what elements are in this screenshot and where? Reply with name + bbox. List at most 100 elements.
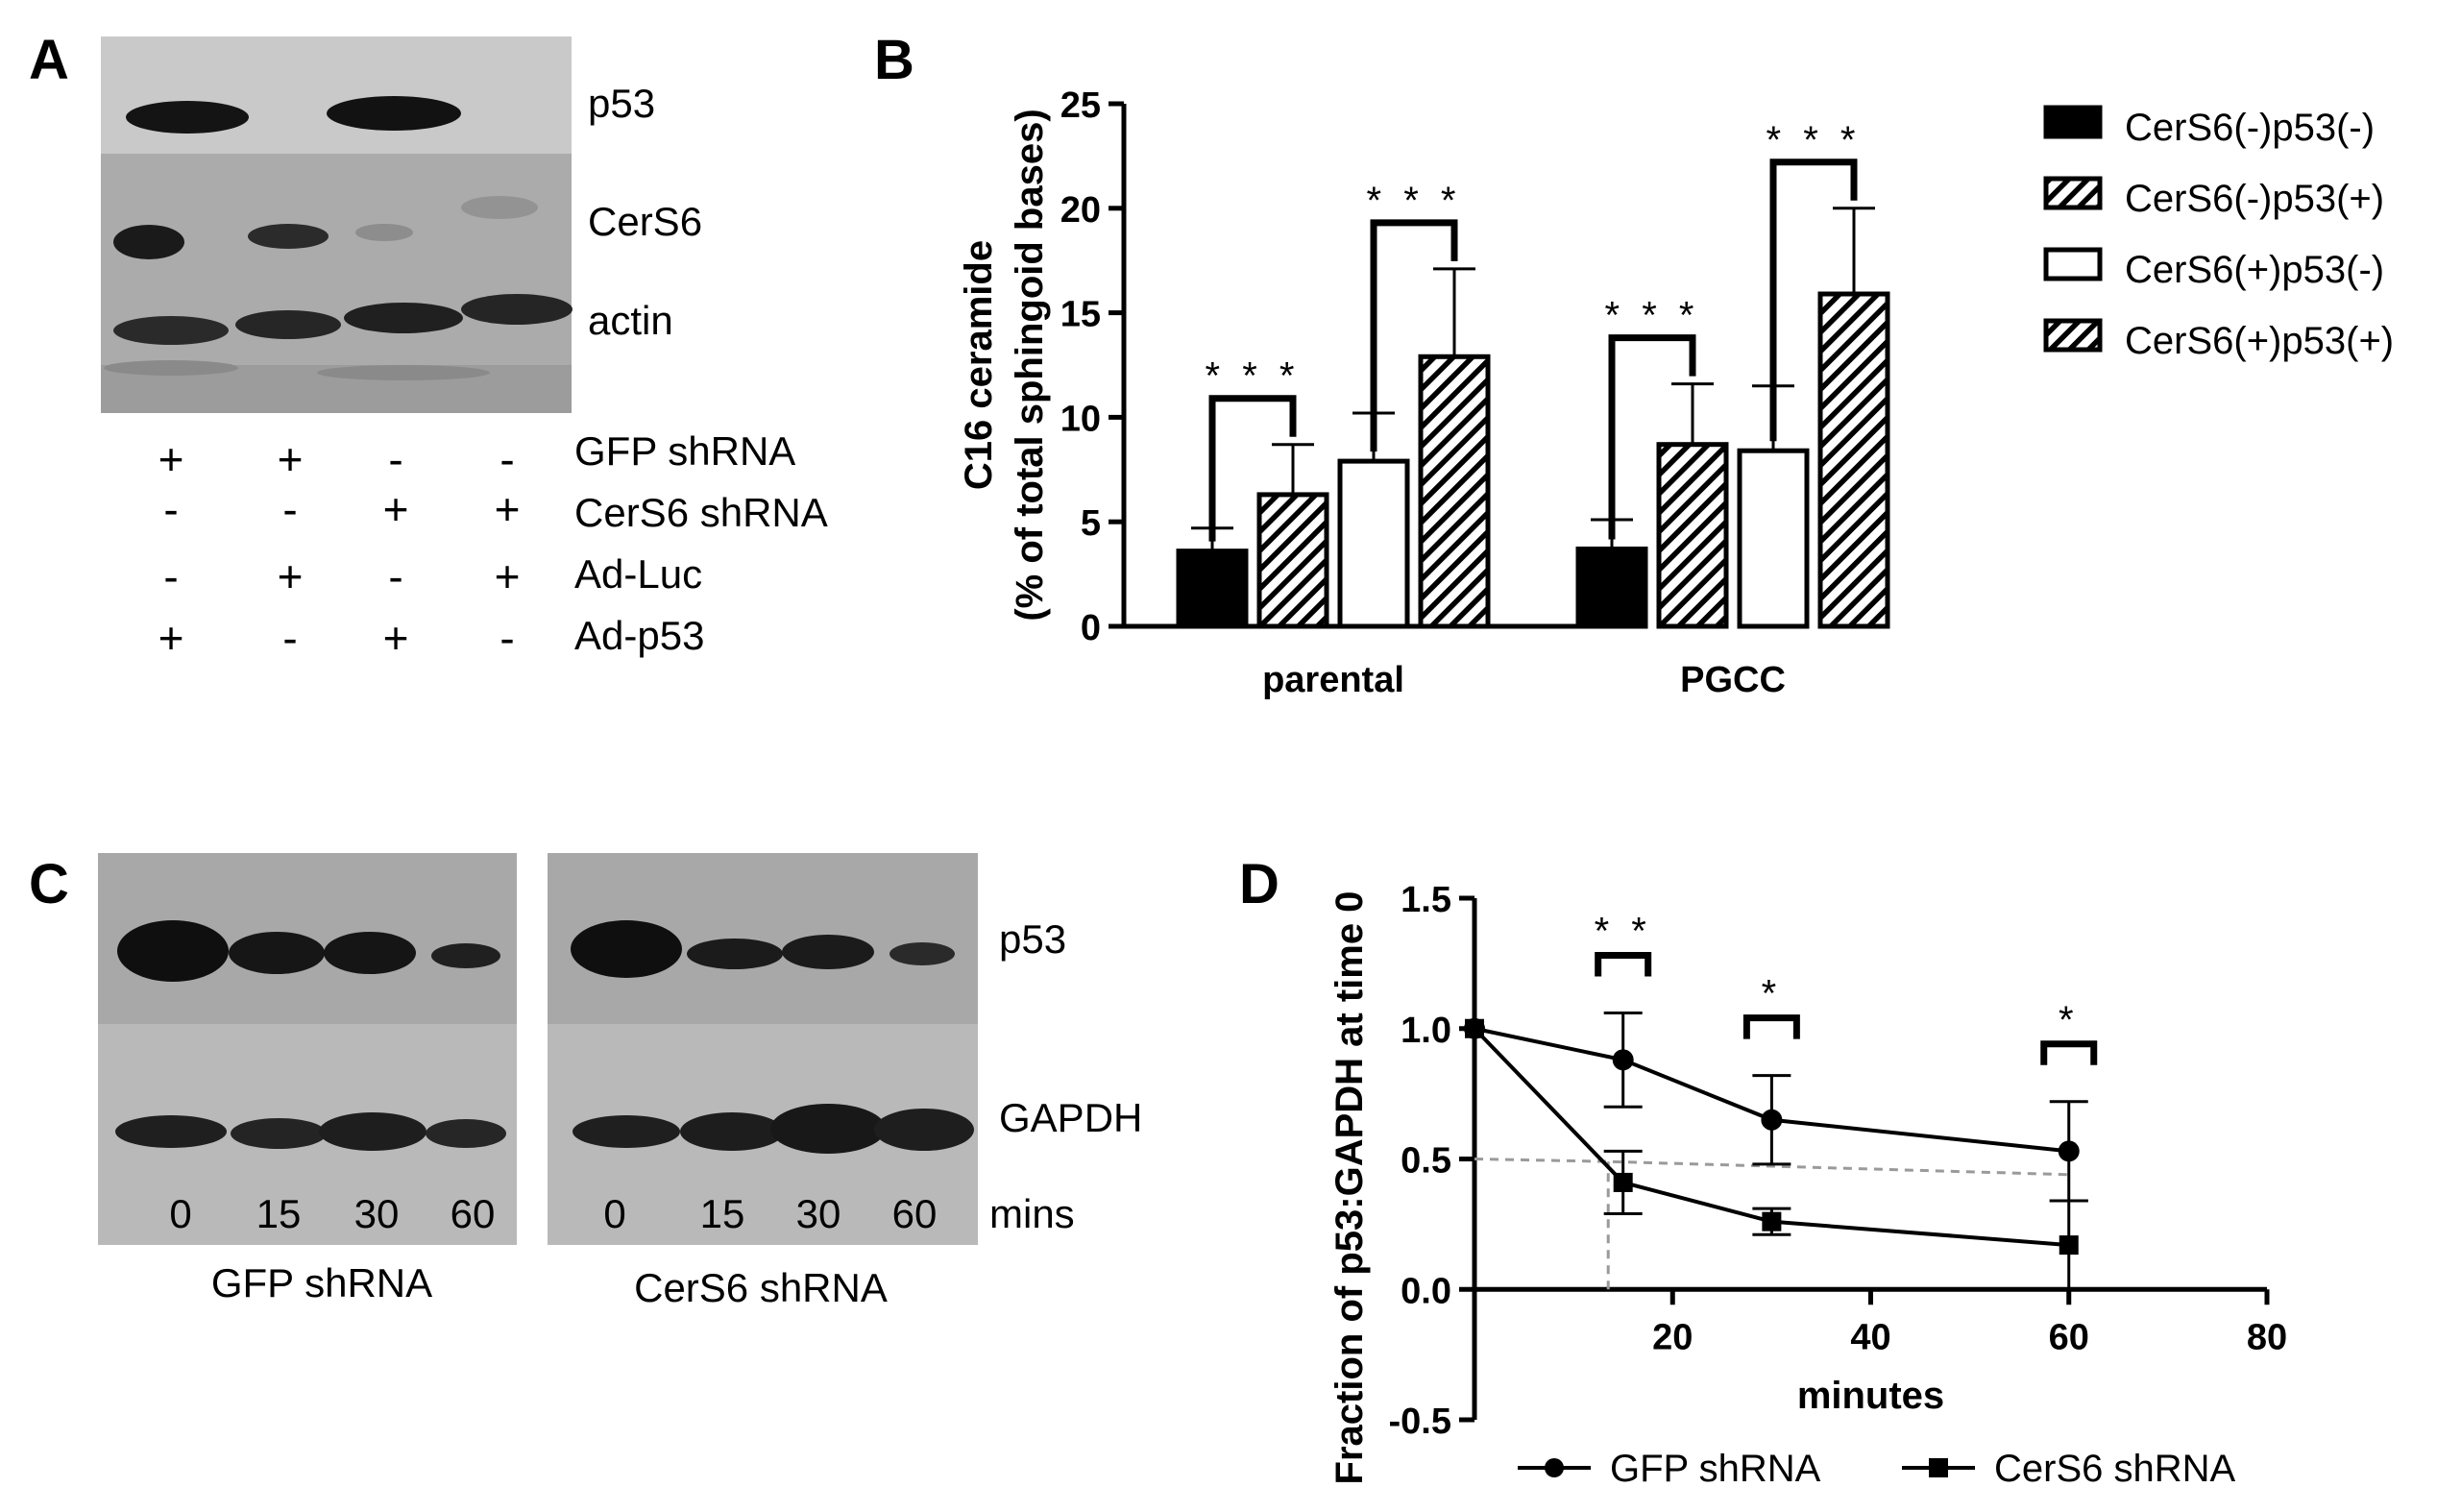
panel-a: A p53 CerS6 actin + + bbox=[29, 29, 828, 663]
panel-c-group-cers6: CerS6 shRNA bbox=[634, 1265, 888, 1310]
legend-swatch bbox=[2043, 176, 2103, 210]
y-axis-label: Fraction of p53:GAPDH at time 0 bbox=[1328, 891, 1371, 1485]
x-tick-label: PGCC bbox=[1680, 660, 1786, 700]
legend-marker bbox=[1929, 1458, 1948, 1477]
timepoint-label: 60 bbox=[451, 1191, 496, 1236]
y-tick-label: 1.5 bbox=[1401, 880, 1451, 920]
significance-label: * * * bbox=[1206, 355, 1301, 398]
condition-sign: + bbox=[158, 613, 184, 663]
significance-bracket bbox=[1370, 219, 1458, 452]
bar bbox=[1737, 448, 1810, 629]
bar bbox=[1656, 442, 1729, 629]
condition-sign: - bbox=[282, 484, 297, 534]
data-point bbox=[1761, 1109, 1783, 1131]
x-axis-label: minutes bbox=[1797, 1375, 1944, 1417]
condition-sign: + bbox=[383, 613, 409, 663]
legend-label: CerS6 shRNA bbox=[1994, 1448, 2236, 1490]
bar bbox=[1575, 546, 1648, 629]
legend-label: CerS6(+)p53(+) bbox=[2125, 320, 2394, 362]
panel-d: D -0.5 0.0 0.5 1.0 1.5 20 40 60 80 minutes Fractio… bbox=[1239, 853, 2287, 1490]
condition-sign: + bbox=[278, 434, 304, 484]
significance-label: * * * bbox=[1367, 180, 1462, 222]
legend-label: GFP shRNA bbox=[1610, 1448, 1821, 1490]
panel-b: B 0 5 10 15 20 25 C16 ceramide (% of total sphi… bbox=[874, 29, 2394, 700]
legend-swatch bbox=[2043, 247, 2103, 281]
panel-c: C p53 GAPDH 0 15 bbox=[29, 853, 1142, 1310]
x-tick-label: 80 bbox=[2247, 1317, 2287, 1357]
bar bbox=[1817, 291, 1890, 629]
legend-label: CerS6(-)p53(+) bbox=[2125, 178, 2384, 220]
y-axis-label: C16 ceramide bbox=[958, 240, 1000, 490]
significance-bracket bbox=[1769, 159, 1858, 442]
panel-b-bar-chart: 0 5 10 15 20 25 C16 ceramide (% of total sphing… bbox=[958, 85, 2394, 700]
condition-row-label: CerS6 shRNA bbox=[574, 490, 828, 535]
data-point bbox=[2058, 1140, 2080, 1162]
y-tick-label: -0.5 bbox=[1389, 1402, 1451, 1442]
data-point bbox=[1612, 1049, 1634, 1071]
y-tick-label: 1.0 bbox=[1401, 1011, 1451, 1051]
panel-c-label-gapdh: GAPDH bbox=[999, 1095, 1142, 1140]
y-tick-label: 20 bbox=[1060, 190, 1101, 231]
significance-label: * bbox=[2059, 999, 2080, 1041]
significance-label: * * bbox=[1595, 910, 1652, 952]
condition-sign: - bbox=[163, 551, 178, 601]
significance-label: * * * bbox=[1605, 295, 1700, 337]
condition-sign: + bbox=[383, 484, 409, 534]
bar bbox=[1337, 458, 1410, 629]
panel-c-label-p53: p53 bbox=[999, 916, 1066, 962]
series-line bbox=[1473, 1027, 2069, 1248]
condition-sign: - bbox=[388, 434, 402, 484]
condition-sign: - bbox=[282, 613, 297, 663]
panel-d-line-chart: -0.5 0.0 0.5 1.0 1.5 20 40 60 80 minutes Fraction … bbox=[1328, 880, 2287, 1490]
panel-c-blot-image bbox=[98, 853, 978, 1245]
y-axis-label: (% of total sphingoid bases) bbox=[1009, 109, 1051, 621]
condition-sign: - bbox=[500, 434, 514, 484]
x-tick-label: parental bbox=[1262, 660, 1404, 700]
bar bbox=[1256, 492, 1329, 629]
significance-bracket bbox=[1608, 334, 1696, 540]
condition-sign: + bbox=[158, 434, 184, 484]
legend-swatch bbox=[2043, 318, 2103, 353]
significance-label: * * * bbox=[1767, 119, 1862, 161]
panel-c-unit-label: mins bbox=[989, 1191, 1075, 1236]
legend-swatch bbox=[2043, 105, 2103, 139]
condition-sign: - bbox=[500, 613, 514, 663]
condition-sign: + bbox=[495, 551, 521, 601]
significance-label: * bbox=[1762, 973, 1783, 1015]
timepoint-label: 15 bbox=[256, 1191, 302, 1236]
y-tick-label: 0.0 bbox=[1401, 1271, 1451, 1311]
condition-sign: - bbox=[163, 484, 178, 534]
timepoint-label: 0 bbox=[169, 1191, 191, 1236]
data-point bbox=[1465, 1018, 1484, 1038]
panel-b-label: B bbox=[874, 29, 914, 91]
significance-bracket bbox=[1595, 951, 1652, 977]
panel-a-label-p53: p53 bbox=[588, 81, 655, 126]
panel-a-label: A bbox=[29, 29, 69, 91]
significance-bracket bbox=[2040, 1040, 2098, 1065]
x-tick-label: 40 bbox=[1850, 1317, 1890, 1357]
y-tick-label: 0.5 bbox=[1401, 1141, 1451, 1182]
panel-a-blot-image bbox=[101, 37, 573, 413]
data-point bbox=[1613, 1172, 1633, 1192]
panel-a-conditions: + + - - GFP shRNA - - + + CerS6 shRNA - … bbox=[158, 428, 828, 663]
y-tick-label: 25 bbox=[1060, 85, 1101, 126]
significance-bracket bbox=[1742, 1014, 1800, 1039]
series-line bbox=[1474, 1026, 2069, 1154]
data-point bbox=[2059, 1235, 2079, 1256]
panel-c-label: C bbox=[29, 853, 69, 915]
panel-c-group-gfp: GFP shRNA bbox=[211, 1260, 432, 1305]
legend-label: CerS6(+)p53(-) bbox=[2125, 249, 2384, 291]
condition-sign: - bbox=[388, 551, 402, 601]
timepoint-label: 30 bbox=[796, 1191, 841, 1236]
timepoint-label: 15 bbox=[700, 1191, 745, 1236]
panel-d-label: D bbox=[1239, 853, 1279, 915]
timepoint-label: 0 bbox=[603, 1191, 625, 1236]
x-tick-label: 60 bbox=[2049, 1317, 2089, 1357]
timepoint-label: 30 bbox=[354, 1191, 400, 1236]
data-point bbox=[1762, 1211, 1782, 1232]
significance-bracket bbox=[1208, 395, 1297, 542]
condition-sign: + bbox=[495, 484, 521, 534]
bar bbox=[1418, 354, 1491, 629]
condition-row-label: Ad-Luc bbox=[574, 551, 702, 597]
